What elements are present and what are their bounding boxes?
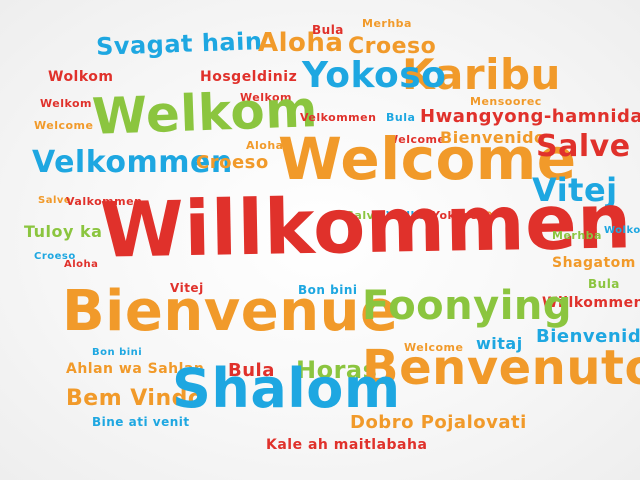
- word-welkom-left-small: Welkom: [40, 97, 93, 110]
- word-croeso-left-small: Croeso: [34, 251, 76, 262]
- word-wolkom-left: Wolkom: [48, 69, 114, 85]
- word-shalom: Shalom: [172, 357, 401, 420]
- word-salve-green-small: Salve: [346, 209, 383, 222]
- word-mensoorec: Mensoorec: [470, 95, 542, 108]
- word-horas: Horas: [296, 356, 378, 384]
- word-shagatom: Shagatom: [552, 255, 636, 271]
- word-merhba-top: Merhba: [362, 17, 412, 30]
- word-foonying: Foonying: [362, 283, 573, 329]
- word-croeso-top: Croeso: [348, 34, 437, 59]
- word-vitej-small: Vitej: [170, 281, 204, 295]
- word-bula-mid: Bula: [386, 111, 416, 124]
- word-salve-left-small: Salve: [38, 195, 72, 206]
- word-aloha-top: Aloha: [258, 28, 344, 58]
- word-bienvenue: Bienvenue: [62, 279, 399, 344]
- word-croeso-small: Croeso: [472, 209, 514, 220]
- word-welcome-left-small: Welcome: [34, 119, 94, 132]
- word-welcome-small-bottom: Welcome: [404, 341, 464, 354]
- word-welkom-small: Welkom: [240, 91, 293, 104]
- word-bula-bottom: Bula: [228, 360, 275, 381]
- word-aloha-left-small: Aloha: [64, 259, 99, 270]
- word-welcome-small-red: Welcome: [386, 133, 446, 146]
- word-kale-ah-maitlabaha: Kale ah maitlabaha: [266, 437, 428, 453]
- word-welkom-blue-small: Welkom: [386, 209, 439, 222]
- word-witaj: witaj: [476, 334, 523, 353]
- word-yokoso-small: Yokoso: [432, 209, 479, 222]
- word-croeso-mid: Croeso: [196, 152, 269, 173]
- word-wolkom-blue-small: Wolkom: [604, 225, 640, 236]
- word-karibu: Karibu: [402, 50, 561, 99]
- word-valkommen: Valkommen: [66, 195, 143, 208]
- word-tuloy-ka: Tuloy ka: [24, 222, 103, 241]
- word-bon-bini-left: Bon bini: [92, 347, 143, 358]
- word-bienvenido-right: Bienvenido: [536, 326, 640, 347]
- word-bula-right: Bula: [588, 277, 620, 291]
- word-merhba-right: Merhba: [552, 229, 602, 242]
- word-vitej-right: Vitej: [532, 171, 618, 209]
- word-velkommen-large: Velkommen: [32, 145, 233, 180]
- word-bienvenido-top: Bienvenido: [440, 128, 546, 147]
- word-dobro-pojalovati: Dobro Pojalovati: [350, 412, 527, 433]
- word-svagat-hain: Svagat hain: [95, 27, 263, 61]
- word-aloha-mid: Aloha: [246, 139, 284, 152]
- word-yokoso-large: Yokoso: [302, 55, 447, 96]
- word-bon-bini-mid: Bon bini: [298, 283, 358, 297]
- word-ahlan-wa-sahlan: Ahlan wa Sahlan: [66, 361, 205, 377]
- word-bine-ati-venit: Bine ati venit: [92, 415, 190, 429]
- word-velkommen-small: Velkommen: [300, 111, 377, 124]
- word-bula-top: Bula: [312, 23, 344, 37]
- word-welcome-large: Welcome: [278, 125, 577, 193]
- word-benvenuto: Benvenuto: [362, 340, 640, 396]
- word-willkommen-small: Willkommen: [542, 295, 640, 311]
- word-salve-right: Salve: [536, 129, 631, 164]
- word-bem-vindo: Bem Vindo: [66, 386, 204, 411]
- word-hosgeldiniz: Hosgeldiniz: [200, 69, 298, 85]
- word-hwangyong: Hwangyong-hamnida: [420, 106, 640, 127]
